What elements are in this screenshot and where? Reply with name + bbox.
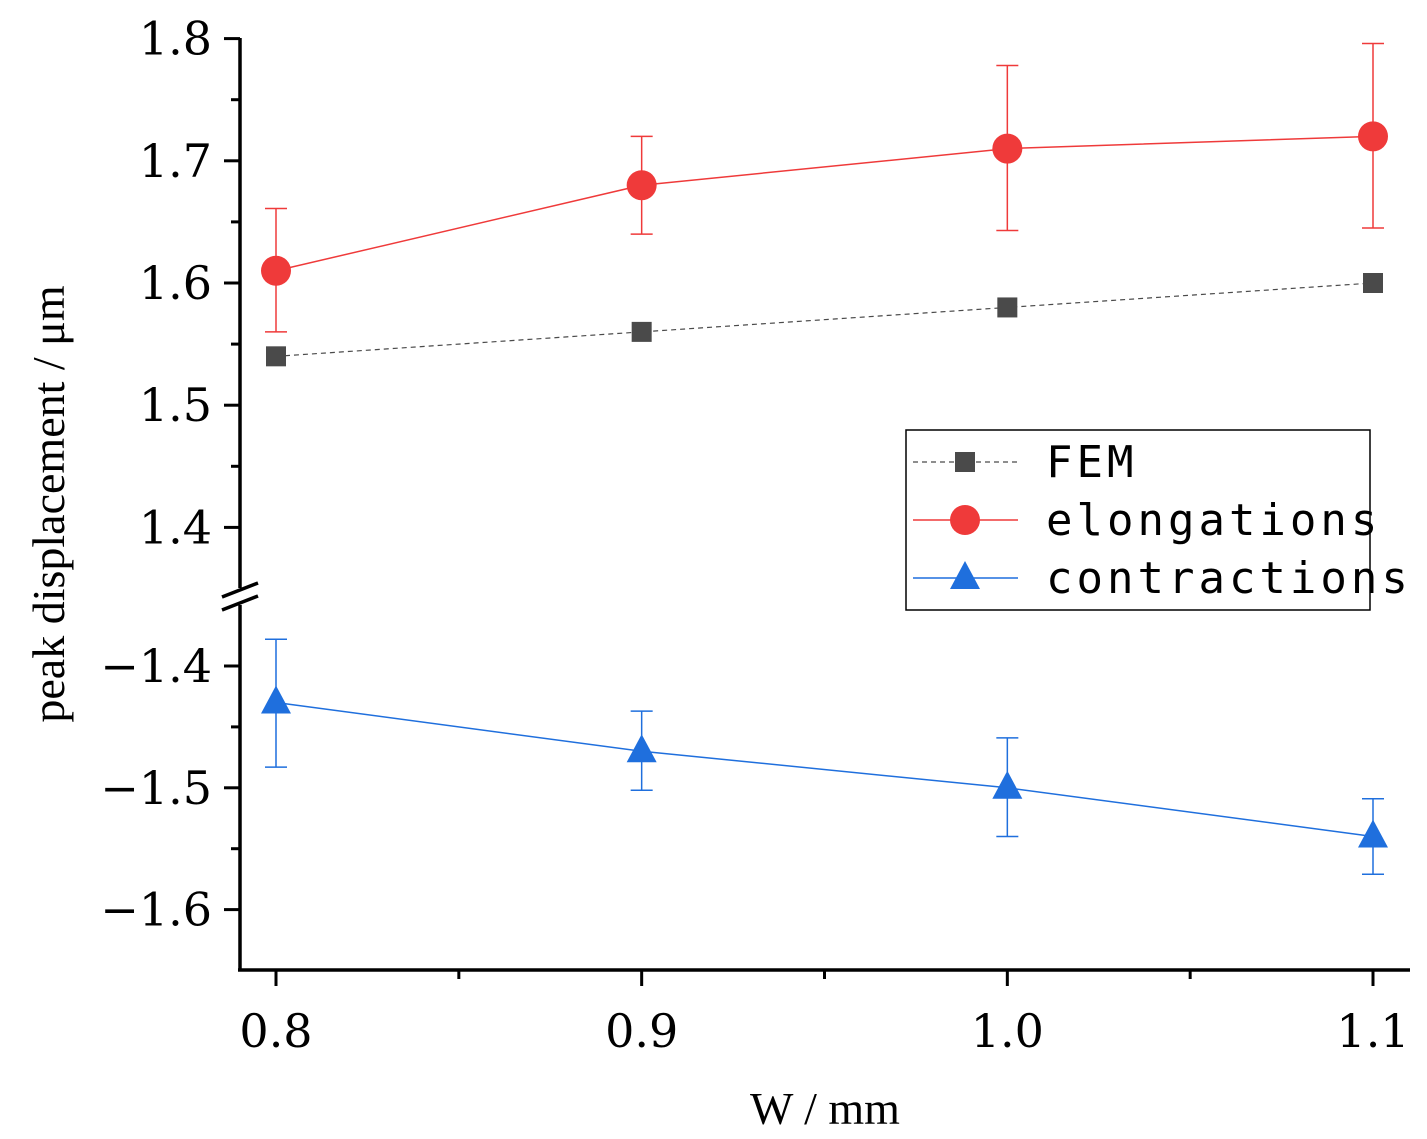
series-FEM <box>266 273 1383 367</box>
axis-break-mark <box>221 581 259 599</box>
legend-label-contractions: contractions <box>1046 553 1412 604</box>
x-tick-label: 1.1 <box>1336 1004 1409 1058</box>
data-point-FEM <box>631 321 652 342</box>
y-tick-label: −1.5 <box>100 761 212 815</box>
x-tick-label: 1.0 <box>971 1004 1044 1058</box>
data-point-elongations <box>1358 121 1388 152</box>
legend-marker-FEM <box>955 452 975 472</box>
series-line-contractions <box>275 701 1374 838</box>
y-tick-label: 1.4 <box>139 500 212 554</box>
data-point-contractions <box>1358 819 1388 848</box>
axes: 1.4 1.5 1.6 1.7 1.8 −1.6 −1.5 −1.4 0.8 0.9 1.0 1.1 <box>100 12 1410 1058</box>
series-elongations <box>261 42 1388 333</box>
legend-marker-elongations <box>950 505 980 535</box>
legend-marker-contractions <box>950 561 980 589</box>
series-line-elongations <box>275 135 1374 272</box>
axis-break-mark <box>221 594 259 612</box>
y-tick-label: 1.5 <box>139 378 212 432</box>
data-point-FEM <box>997 297 1018 318</box>
y-axis-title: peak displacement / μm <box>23 285 74 722</box>
series-contractions <box>261 638 1388 876</box>
legend: FEM elongations contractions <box>905 429 1412 611</box>
x-axis-title: W / mm <box>750 1083 900 1134</box>
data-point-contractions <box>626 734 657 763</box>
series-line-FEM <box>275 282 1374 357</box>
x-tick-label: 0.9 <box>605 1004 678 1058</box>
legend-label-elongations: elongations <box>1046 495 1381 546</box>
data-point-contractions <box>261 685 291 714</box>
y-tick-label: 1.7 <box>139 134 212 188</box>
data-point-elongations <box>992 133 1023 164</box>
data-point-FEM <box>266 346 286 367</box>
y-tick-label: 1.8 <box>139 12 212 66</box>
x-tick-label: 0.8 <box>239 1004 312 1058</box>
data-point-elongations <box>261 255 291 286</box>
legend-label-FEM: FEM <box>1046 437 1137 488</box>
y-tick-label: −1.4 <box>100 639 212 693</box>
data-point-elongations <box>626 170 657 201</box>
y-tick-label: 1.6 <box>139 256 212 310</box>
series-layer <box>261 42 1388 876</box>
y-tick-label: −1.6 <box>100 883 212 937</box>
data-point-contractions <box>992 770 1023 799</box>
data-point-FEM <box>1363 273 1383 293</box>
